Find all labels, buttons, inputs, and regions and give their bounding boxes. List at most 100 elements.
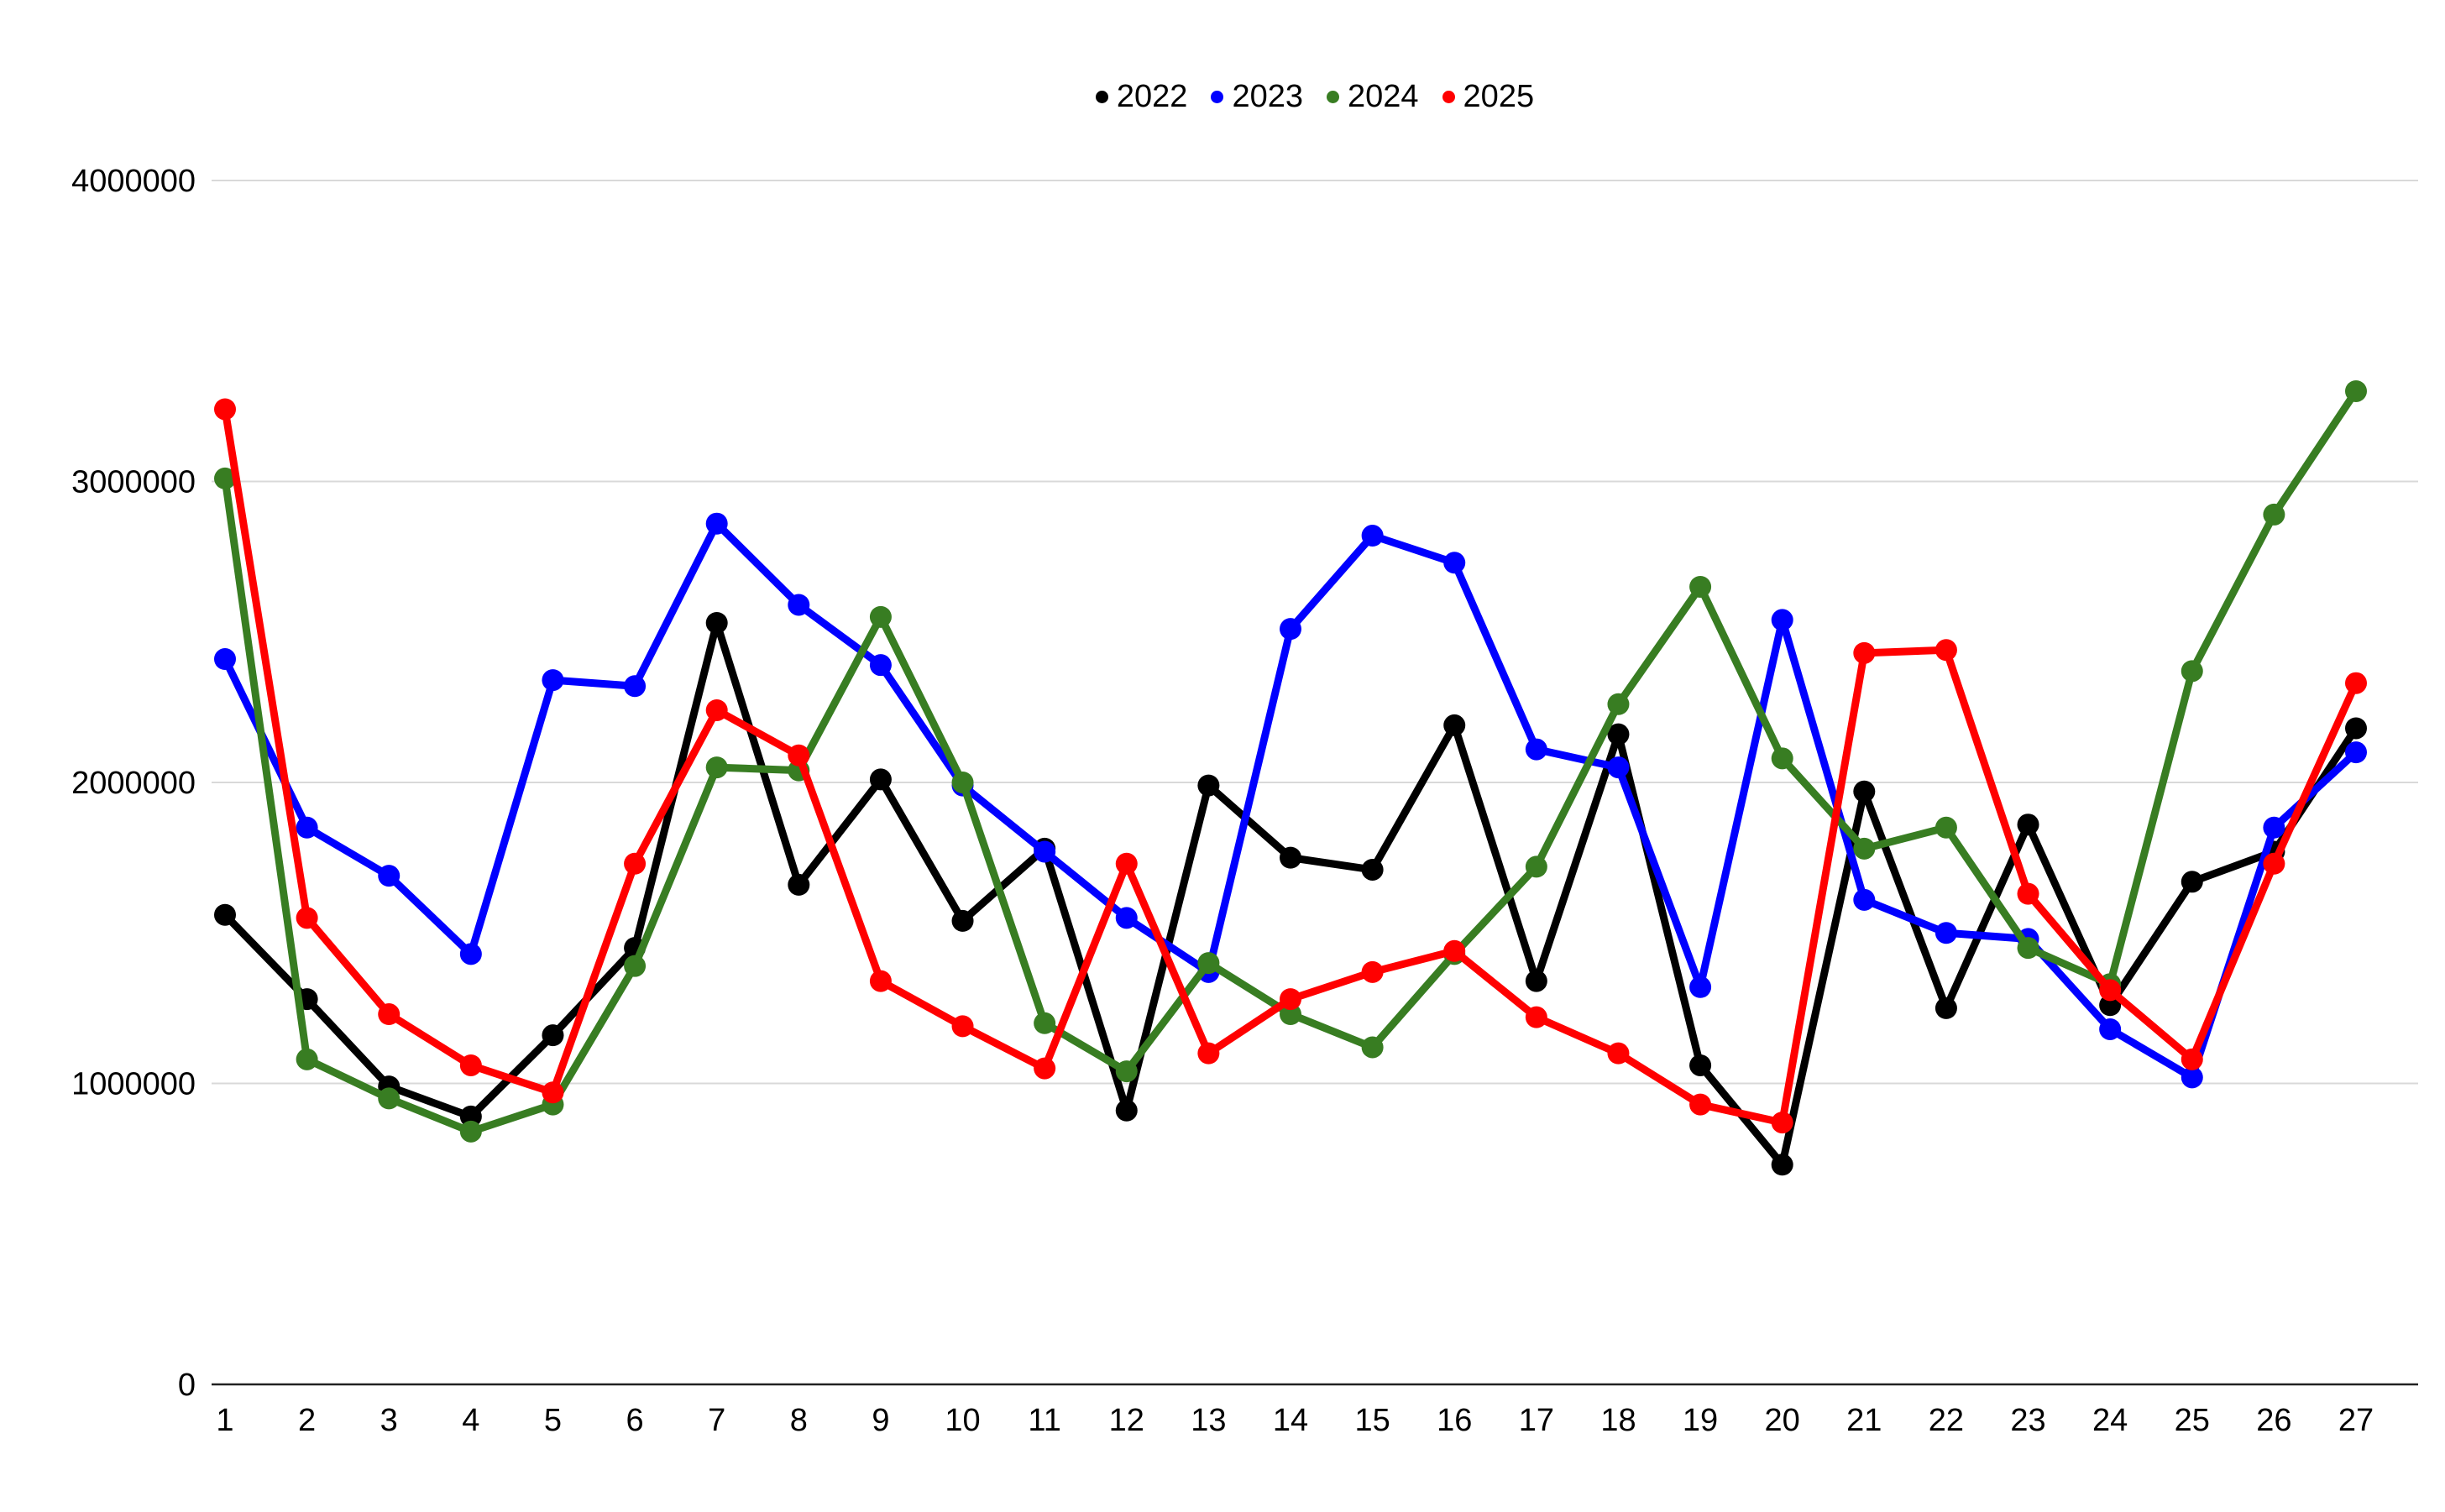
data-point[interactable] xyxy=(705,611,728,634)
data-point[interactable] xyxy=(1853,641,1876,664)
data-point[interactable] xyxy=(1607,723,1630,746)
data-point[interactable] xyxy=(1935,816,1957,839)
data-point[interactable] xyxy=(542,669,564,692)
data-point[interactable] xyxy=(951,772,974,793)
data-point[interactable] xyxy=(1853,780,1876,803)
data-point[interactable] xyxy=(2263,852,2285,875)
data-point[interactable] xyxy=(2017,882,2039,905)
data-point[interactable] xyxy=(1197,952,1220,975)
data-point[interactable] xyxy=(214,398,236,421)
data-point[interactable] xyxy=(1689,1054,1712,1076)
data-point[interactable] xyxy=(1361,525,1384,547)
data-point[interactable] xyxy=(1853,837,1876,860)
data-point[interactable] xyxy=(1443,552,1466,574)
data-point[interactable] xyxy=(1935,997,1957,1019)
data-point[interactable] xyxy=(788,594,810,616)
data-point[interactable] xyxy=(459,943,482,965)
data-point[interactable] xyxy=(2181,660,2203,683)
data-point[interactable] xyxy=(459,1120,482,1143)
data-point[interactable] xyxy=(624,852,647,875)
data-point[interactable] xyxy=(788,873,810,896)
data-point[interactable] xyxy=(2099,979,2122,1002)
data-point[interactable] xyxy=(1525,855,1547,878)
data-point[interactable] xyxy=(1034,840,1056,863)
data-point[interactable] xyxy=(1771,609,1793,631)
data-point[interactable] xyxy=(2345,672,2367,694)
data-point[interactable] xyxy=(2345,379,2367,402)
data-point[interactable] xyxy=(1280,846,1301,869)
data-point[interactable] xyxy=(869,970,892,992)
data-point[interactable] xyxy=(378,865,401,887)
data-point[interactable] xyxy=(1280,618,1301,641)
data-point[interactable] xyxy=(459,1105,482,1127)
data-point[interactable] xyxy=(2345,741,2367,764)
data-point[interactable] xyxy=(1280,1003,1301,1026)
data-point[interactable] xyxy=(1607,756,1630,779)
data-point[interactable] xyxy=(214,467,236,489)
data-point[interactable] xyxy=(1197,774,1220,797)
data-point[interactable] xyxy=(1607,1042,1630,1065)
data-point[interactable] xyxy=(542,1081,564,1104)
data-point[interactable] xyxy=(1034,1012,1056,1034)
data-point[interactable] xyxy=(1935,922,1957,944)
data-point[interactable] xyxy=(2181,1066,2203,1089)
data-point[interactable] xyxy=(1361,858,1384,881)
data-point[interactable] xyxy=(214,903,236,926)
data-point[interactable] xyxy=(2017,814,2039,836)
data-point[interactable] xyxy=(1689,575,1712,598)
data-point[interactable] xyxy=(1197,1042,1220,1065)
data-point[interactable] xyxy=(705,512,728,535)
data-point[interactable] xyxy=(2099,1018,2122,1040)
data-point[interactable] xyxy=(1115,852,1138,875)
data-point[interactable] xyxy=(542,1024,564,1047)
data-point[interactable] xyxy=(1115,1099,1138,1122)
data-point[interactable] xyxy=(1771,1154,1793,1176)
data-point[interactable] xyxy=(2181,1048,2203,1070)
data-point[interactable] xyxy=(1443,714,1466,736)
data-point[interactable] xyxy=(2017,937,2039,960)
data-point[interactable] xyxy=(1771,747,1793,770)
data-point[interactable] xyxy=(378,1003,401,1026)
data-point[interactable] xyxy=(296,907,318,929)
legend-item-2025[interactable]: 2025 xyxy=(1442,81,1534,112)
data-point[interactable] xyxy=(1771,1112,1793,1134)
data-point[interactable] xyxy=(1115,1060,1138,1083)
legend-item-2024[interactable]: 2024 xyxy=(1327,81,1419,112)
data-point[interactable] xyxy=(1034,1057,1056,1080)
data-point[interactable] xyxy=(214,648,236,671)
data-point[interactable] xyxy=(624,955,647,977)
data-point[interactable] xyxy=(1935,639,1957,662)
data-point[interactable] xyxy=(2263,503,2285,526)
legend-item-2022[interactable]: 2022 xyxy=(1095,81,1187,112)
data-point[interactable] xyxy=(2345,717,2367,740)
data-point[interactable] xyxy=(2263,816,2285,839)
data-point[interactable] xyxy=(1280,988,1301,1011)
data-point[interactable] xyxy=(1525,970,1547,992)
data-point[interactable] xyxy=(1689,1093,1712,1116)
data-point[interactable] xyxy=(459,1054,482,1076)
data-point[interactable] xyxy=(705,698,728,721)
data-point[interactable] xyxy=(296,1048,318,1070)
data-point[interactable] xyxy=(1443,939,1466,962)
data-point[interactable] xyxy=(378,1087,401,1110)
data-point[interactable] xyxy=(869,605,892,628)
data-point[interactable] xyxy=(1115,907,1138,929)
data-point[interactable] xyxy=(624,675,647,698)
data-point[interactable] xyxy=(1853,888,1876,911)
data-point[interactable] xyxy=(788,744,810,766)
data-point[interactable] xyxy=(1361,960,1384,983)
data-point[interactable] xyxy=(1689,976,1712,998)
data-point[interactable] xyxy=(869,768,892,791)
data-point[interactable] xyxy=(1607,693,1630,715)
data-point[interactable] xyxy=(1525,1006,1547,1028)
data-point[interactable] xyxy=(705,756,728,779)
data-point[interactable] xyxy=(951,1015,974,1038)
data-point[interactable] xyxy=(296,816,318,839)
data-point[interactable] xyxy=(1525,738,1547,761)
data-point[interactable] xyxy=(1361,1036,1384,1059)
data-point[interactable] xyxy=(2181,871,2203,893)
data-point[interactable] xyxy=(951,909,974,932)
legend-item-2023[interactable]: 2023 xyxy=(1211,81,1303,112)
data-point[interactable] xyxy=(869,654,892,677)
data-point[interactable] xyxy=(2099,994,2122,1017)
